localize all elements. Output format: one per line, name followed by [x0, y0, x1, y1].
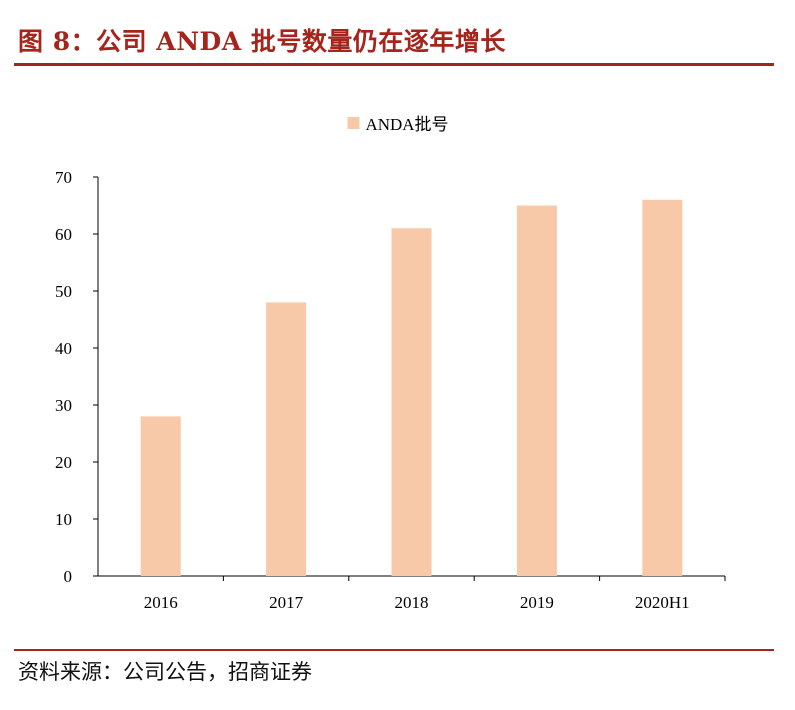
source-note: 资料来源：公司公告，招商证券 [18, 660, 312, 684]
footer-divider [14, 649, 774, 651]
y-tick-label: 60 [55, 225, 72, 244]
y-tick-label: 30 [55, 396, 72, 415]
y-tick-label: 70 [55, 168, 72, 187]
bar-2019 [516, 205, 557, 576]
x-tick-label: 2019 [520, 593, 554, 612]
legend-swatch [347, 117, 360, 129]
y-tick-label: 10 [55, 510, 72, 529]
y-tick-label: 40 [55, 339, 72, 358]
y-tick-label: 0 [64, 567, 73, 586]
x-tick-label: 2017 [269, 593, 304, 612]
title-divider [14, 63, 774, 66]
x-tick-label: 2016 [144, 593, 178, 612]
y-tick-label: 50 [55, 282, 72, 301]
x-tick-label: 2018 [395, 593, 429, 612]
bar-2017 [266, 302, 307, 576]
y-tick-label: 20 [55, 453, 72, 472]
bar-2020H1 [642, 199, 683, 577]
x-tick-label: 2020H1 [635, 593, 690, 612]
figure-title: 图 8：公司 ANDA 批号数量仍在逐年增长 [18, 27, 506, 56]
legend-label: ANDA批号 [365, 115, 448, 134]
bar-2016 [140, 416, 181, 576]
bar-2018 [391, 228, 432, 577]
